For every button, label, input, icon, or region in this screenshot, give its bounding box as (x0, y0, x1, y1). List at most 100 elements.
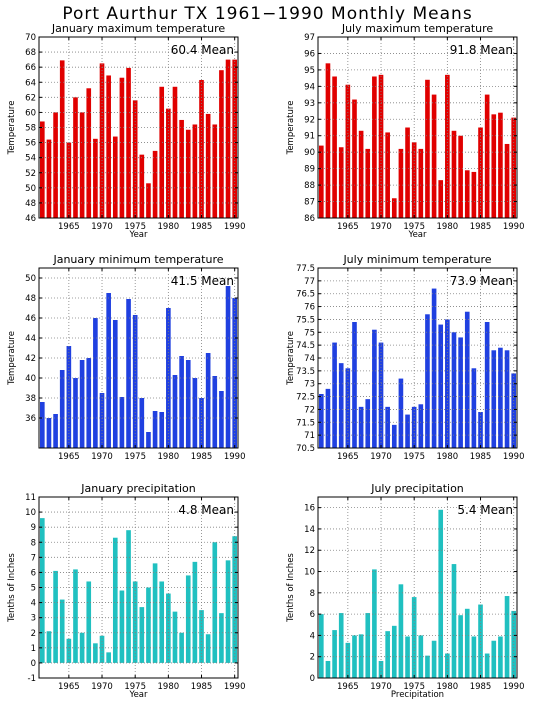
y-tick-label: 54 (25, 154, 36, 164)
mean-label: 91.8 Mean (450, 43, 513, 57)
x-tick-label: 1990 (503, 222, 525, 232)
bar (172, 86, 178, 219)
bar (451, 130, 457, 218)
y-tick-label: 77 (304, 277, 315, 287)
bar (425, 79, 430, 218)
y-tick-label: 97 (304, 33, 315, 43)
bar (159, 581, 165, 663)
x-tick-label: 1965 (58, 222, 80, 232)
bar (345, 368, 351, 448)
bar (79, 112, 85, 218)
bar (398, 148, 404, 218)
x-tick-label: 1980 (437, 682, 459, 692)
bar (172, 375, 178, 448)
y-tick-label: 91 (304, 132, 315, 142)
bar (431, 288, 437, 448)
bar (219, 70, 224, 218)
bar (53, 414, 58, 448)
y-axis-label: Tenths of Inches (286, 553, 296, 623)
bar (99, 393, 105, 448)
y-tick-label: 8 (310, 589, 315, 599)
y-tick-label: 89 (304, 165, 315, 175)
x-tick-label: 1990 (224, 222, 246, 232)
bar (199, 398, 204, 448)
bar (365, 613, 371, 678)
bar (219, 613, 224, 663)
x-tick-label: 1975 (403, 222, 425, 232)
bar (372, 76, 377, 218)
y-tick-label: 8 (31, 538, 36, 548)
bar (338, 363, 344, 448)
bar (59, 60, 65, 218)
y-tick-label: 10 (25, 508, 36, 518)
y-tick-label: 87 (304, 198, 315, 208)
x-tick-label: 1980 (158, 682, 180, 692)
x-tick-label: 1975 (124, 452, 146, 462)
x-tick-label: 1990 (503, 682, 525, 692)
bar (491, 350, 497, 448)
bar (132, 315, 138, 448)
bar (139, 607, 145, 663)
bar (325, 63, 331, 219)
chart-5: January precipitation -1 0 1 2 3 4 5 6 7 8 9 10 11 196… (7, 482, 246, 700)
bar (46, 139, 52, 218)
bar (86, 581, 92, 663)
bar (438, 324, 444, 448)
bar (179, 356, 184, 448)
bar (199, 610, 204, 663)
plot-frame (317, 36, 518, 219)
bar (112, 320, 118, 448)
bar (484, 653, 490, 678)
y-tick-label: 38 (25, 394, 36, 404)
bar (132, 581, 138, 663)
y-tick-label: 75 (304, 328, 315, 338)
bar (53, 112, 58, 218)
y-tick-label: 92 (304, 115, 315, 125)
y-tick-label: 12 (304, 546, 315, 556)
x-tick-label: 1980 (158, 452, 180, 462)
bar (418, 148, 424, 218)
bar (504, 143, 510, 218)
x-tick-label: 1970 (91, 682, 113, 692)
bar (431, 94, 437, 218)
bar (385, 132, 390, 218)
x-tick-label: 1970 (91, 452, 113, 462)
y-tick-label: 10 (304, 568, 315, 578)
mean-label: 4.8 Mean (178, 503, 234, 517)
y-tick-label: 6 (31, 568, 36, 578)
y-tick-label: 76 (304, 303, 315, 313)
bar (219, 391, 224, 448)
bar (391, 424, 397, 448)
bar (40, 402, 45, 448)
y-axis-label: Tenths of Inches (7, 553, 17, 623)
bar (99, 635, 105, 663)
y-tick-label: 56 (25, 139, 36, 149)
y-tick-label: 46 (25, 314, 36, 324)
bar (385, 406, 390, 448)
bar (458, 337, 463, 448)
y-tick-label: 36 (25, 414, 36, 424)
y-tick-label: 50 (25, 274, 36, 284)
y-tick-label: -1 (28, 674, 36, 684)
bar (411, 597, 417, 678)
x-tick-label: 1975 (124, 682, 146, 692)
x-tick-label: 1965 (58, 452, 80, 462)
bar (159, 86, 165, 219)
bar (358, 130, 364, 218)
y-tick-label: 68 (25, 48, 36, 58)
bar (498, 112, 503, 218)
bar (319, 614, 324, 678)
y-tick-label: 44 (25, 334, 36, 344)
bar (511, 117, 516, 218)
bar (378, 660, 384, 678)
x-tick-label: 1965 (58, 682, 80, 692)
y-tick-label: 73 (304, 380, 315, 390)
bar (126, 530, 131, 663)
bar (464, 608, 470, 678)
bar (345, 642, 351, 678)
bar (471, 636, 477, 678)
bar (212, 376, 218, 448)
bar (391, 625, 397, 678)
bar (504, 596, 510, 678)
